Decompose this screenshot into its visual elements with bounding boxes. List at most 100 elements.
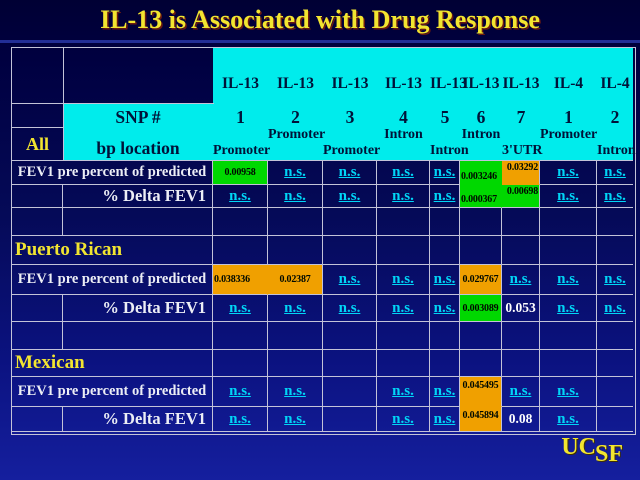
table-row-pr-delta: % Delta FEV1 n.s. n.s. n.s. n.s. n.s. 0.00308… [12,295,633,322]
empty-cell [377,236,430,265]
spacer-cell [12,407,63,432]
snp-location: Intron [597,143,636,158]
snp-location: Intron [430,143,469,158]
value-cell: n.s. [268,407,323,432]
empty-cell [323,350,377,377]
empty-cell [268,208,323,236]
empty-cell [323,236,377,265]
snp-location: Promoter [213,143,271,158]
section-label: Puerto Rican [12,236,213,265]
gene-label: IL-13 [430,75,468,92]
value-cell: 0.00698 [502,185,540,208]
section-label: Mexican [12,350,213,377]
value-cell: n.s. [502,377,540,407]
empty-cell [540,350,597,377]
separator-row [12,208,633,236]
empty-cell [597,208,633,236]
value-cell: n.s. [323,295,377,322]
spacer-cell [12,208,63,236]
gene-label: IL-4 [553,75,584,92]
table-row-all-delta: % Delta FEV1 n.s. n.s. n.s. n.s. n.s. 0.00036… [12,185,633,208]
empty-cell [460,322,502,350]
value-cell: n.s. [430,185,460,208]
empty-cell [377,350,430,377]
empty-cell [597,322,633,350]
gene-label: IL-13 [462,75,500,92]
value-cell: n.s. [540,377,597,407]
ucsf-logo-sf: SF [594,441,623,467]
spacer-cell [12,185,63,208]
value-cell: 0.003089 [460,295,502,322]
value-cell: n.s. [268,295,323,322]
row-label: FEV1 pre percent of predicted [12,265,213,295]
value-cell: n.s. [540,407,597,432]
value-cell: n.s. [213,295,268,322]
spacer-cell [63,208,213,236]
value-cell: 0.053 [502,295,540,322]
value-cell: n.s. [213,185,268,208]
snp-number: 5 [440,107,450,127]
empty-cell [268,322,323,350]
section-header-mexican: Mexican [12,350,633,377]
value-cell: n.s. [540,295,597,322]
empty-cell [430,350,460,377]
snp-location: Intron [461,127,501,142]
gene-label: IL-13 [221,75,260,92]
value-cell: n.s. [377,185,430,208]
value-cell: 0.045495 [460,377,502,407]
row-label: % Delta FEV1 [63,295,213,322]
snp-header-band [63,103,213,161]
value-cell: 0.000367 [460,185,502,208]
value-cell: n.s. [597,265,633,295]
empty-cell [430,322,460,350]
table-row-mex-delta: % Delta FEV1 n.s. n.s. n.s. n.s. 0.045894 0.0… [12,407,633,432]
value-cell: 0.003246 [460,161,502,185]
gene-label: IL-13 [276,75,315,92]
spacer-cell [12,295,63,322]
table-row-all-fev1: FEV1 pre percent of predicted 0.00958 n.s… [12,161,633,185]
snp-location: Intron [384,127,423,142]
snp-location: Promoter [540,127,598,142]
slide-title: IL-13 is Associated with Drug Response [100,5,540,34]
value-cell: n.s. [540,185,597,208]
empty-cell [460,236,502,265]
grid-line [12,127,63,128]
snp-number: 2 [291,107,300,127]
value-cell: n.s. [377,407,430,432]
table-row-pr-fev1: FEV1 pre percent of predicted 0.038336 0.… [12,265,633,295]
value-cell: n.s. [377,265,430,295]
spacer-cell [63,322,213,350]
grid-line [12,160,633,161]
empty-cell [540,208,597,236]
empty-cell [268,236,323,265]
gene-label: IL-13 [331,75,369,92]
snp-location: 3'UTR [502,143,543,158]
table-row-mex-fev1: FEV1 pre percent of predicted n.s. n.s. n.… [12,377,633,407]
gene-label: IL-13 [384,75,423,92]
results-table: IL-13 IL-13 IL-13 IL-13 IL-13 IL-13 IL-1… [11,47,636,435]
snp-number: 1 [564,107,573,127]
value-cell: n.s. [430,295,460,322]
value-cell: n.s. [213,377,268,407]
ucsf-logo-uc: UC [561,434,596,460]
ucsf-logo: UCSF [561,434,624,467]
snp-number: 6 [476,107,486,127]
empty-cell [377,208,430,236]
row-label: % Delta FEV1 [63,407,213,432]
snp-location: Promoter [268,127,326,142]
value-cell: 0.045894 [460,407,502,432]
value-cell: n.s. [430,407,460,432]
empty-cell [213,236,268,265]
value-cell: 0.029767 [460,265,502,295]
empty-cell [213,350,268,377]
gene-header-band [213,48,633,161]
empty-cell [213,208,268,236]
empty-cell [540,236,597,265]
value-cell: n.s. [268,185,323,208]
empty-cell [460,350,502,377]
row-label: FEV1 pre percent of predicted [12,161,213,185]
grid-line [12,103,214,104]
empty-cell [323,208,377,236]
group-label-all: All [25,134,49,154]
value-cell: 0.03292 [502,161,540,185]
